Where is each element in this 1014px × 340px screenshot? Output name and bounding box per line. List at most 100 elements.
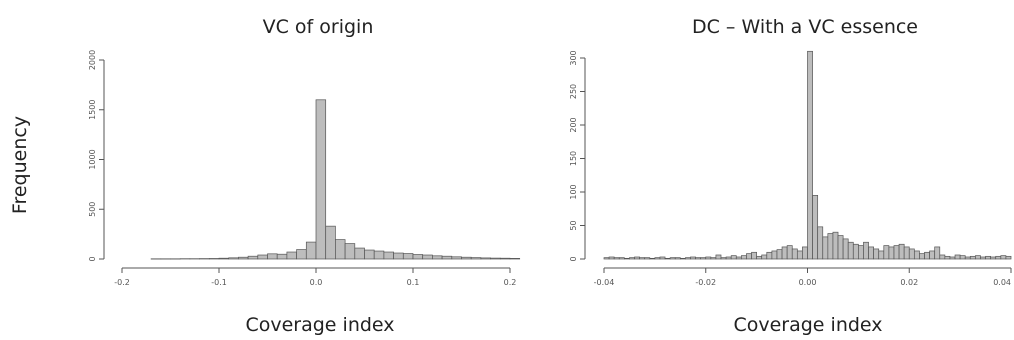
- histogram-bar: [1005, 255, 1012, 260]
- histogram-bar: [613, 257, 620, 260]
- histogram-bar: [1000, 255, 1007, 260]
- histogram-bar: [827, 233, 834, 260]
- histogram-bar: [364, 249, 375, 260]
- histogram-bar: [939, 254, 946, 260]
- histogram-bar: [791, 248, 798, 260]
- histogram-bar: [654, 257, 661, 260]
- histogram-bar: [629, 257, 635, 260]
- y-tick-label: 150: [569, 151, 578, 166]
- histogram-bar: [908, 248, 915, 260]
- histogram-bar: [490, 257, 501, 260]
- x-tick-label: 0.1: [407, 278, 420, 287]
- y-tick-label: 250: [569, 84, 578, 99]
- histogram-bar: [975, 255, 981, 260]
- histogram-bar: [883, 245, 890, 260]
- x-tick-label: 0.04: [993, 278, 1011, 287]
- histogram-bar: [832, 231, 839, 260]
- histogram-bar: [422, 254, 433, 260]
- histogram-bar: [954, 254, 961, 260]
- histogram-bar: [822, 236, 829, 260]
- histogram-bar: [325, 225, 336, 260]
- histogram-bar: [751, 251, 757, 260]
- histogram-bar: [817, 226, 824, 260]
- histogram-bar: [679, 257, 686, 260]
- histogram-bar: [710, 257, 717, 260]
- histogram-bar: [649, 257, 656, 260]
- x-tick-label: 0.2: [504, 278, 517, 287]
- histogram-bar: [644, 257, 651, 260]
- histogram-bar: [659, 256, 666, 260]
- histogram-bar: [393, 252, 404, 260]
- y-tick-label: 0: [88, 256, 97, 261]
- histogram-dc-with-vc-essence: DC – With a VC essence 0 50 100 150 200 250 30…: [569, 16, 1012, 336]
- histogram-bar: [499, 257, 511, 260]
- histogram-bar: [690, 256, 696, 260]
- histogram-bar: [781, 246, 788, 260]
- bars-dc-with-vc-essence: [603, 50, 1012, 260]
- histogram-bar: [354, 247, 365, 260]
- histogram-bar: [470, 257, 482, 260]
- shared-y-axis-label: Frequency: [9, 116, 31, 214]
- histogram-bar: [878, 250, 885, 260]
- x-axis-label-vc-of-origin: Coverage index: [245, 314, 394, 336]
- histogram-bar: [771, 250, 778, 260]
- histogram-bar: [344, 243, 356, 260]
- histogram-bar: [786, 245, 793, 260]
- histogram-bar: [802, 246, 808, 260]
- histogram-bar: [608, 256, 615, 260]
- histogram-bar: [603, 257, 610, 260]
- histogram-bar: [761, 254, 768, 260]
- histogram-bar: [509, 258, 521, 260]
- histogram-bar: [674, 257, 681, 260]
- histogram-bar: [812, 195, 819, 260]
- x-axis-vc-of-origin: -0.2 -0.1 0.0 0.1 0.2: [114, 267, 517, 287]
- x-tick-label: -0.2: [114, 278, 130, 287]
- histogram-bar: [247, 255, 259, 260]
- histogram-bar: [893, 245, 900, 260]
- histogram-bar: [796, 250, 803, 260]
- y-tick-label: 50: [569, 220, 578, 230]
- histogram-bar: [959, 255, 966, 260]
- histogram-bar: [441, 255, 453, 260]
- histogram-bar: [634, 256, 640, 260]
- histogram-bar: [924, 251, 930, 260]
- histogram-bar: [949, 256, 956, 260]
- histogram-bar: [451, 256, 462, 260]
- histogram-bar: [383, 251, 394, 260]
- x-tick-label: 0.02: [900, 278, 918, 287]
- histogram-bar: [669, 257, 676, 260]
- x-axis-dc-with-vc-essence: -0.04 -0.02 0.00 0.02 0.04: [594, 267, 1012, 287]
- histogram-bar: [618, 257, 625, 260]
- histogram-bar: [858, 245, 864, 260]
- y-tick-label: 300: [569, 50, 578, 65]
- histogram-bar: [412, 254, 424, 260]
- histogram-bar: [315, 99, 327, 260]
- chart-title-vc-of-origin: VC of origin: [263, 16, 374, 38]
- histogram-bar: [208, 258, 220, 260]
- y-tick-label: 500: [88, 202, 97, 217]
- histogram-bar: [756, 255, 763, 260]
- y-tick-label: 2000: [88, 50, 97, 70]
- x-tick-label: -0.02: [695, 278, 716, 287]
- histogram-bar: [461, 256, 472, 260]
- y-tick-label: 0: [569, 256, 578, 261]
- histogram-bar: [257, 254, 268, 260]
- histogram-bar: [725, 256, 732, 260]
- histogram-bar: [305, 241, 317, 260]
- histogram-bar: [903, 246, 910, 260]
- histogram-bar: [746, 253, 752, 260]
- histogram-bar: [730, 255, 737, 260]
- histogram-bar: [373, 250, 385, 260]
- y-axis-vc-of-origin: 0 500 1000 1500 2000: [88, 50, 105, 262]
- histogram-bar: [934, 246, 941, 260]
- y-tick-label: 100: [569, 184, 578, 199]
- x-tick-label: -0.1: [211, 278, 227, 287]
- histogram-bar: [995, 255, 1002, 260]
- histogram-bar: [888, 246, 895, 260]
- histogram-bar: [286, 251, 297, 260]
- histogram-bar: [432, 255, 443, 260]
- histogram-bar: [267, 253, 278, 260]
- y-tick-label: 1500: [88, 100, 97, 120]
- histogram-bar: [218, 257, 230, 260]
- histogram-bar: [685, 257, 691, 260]
